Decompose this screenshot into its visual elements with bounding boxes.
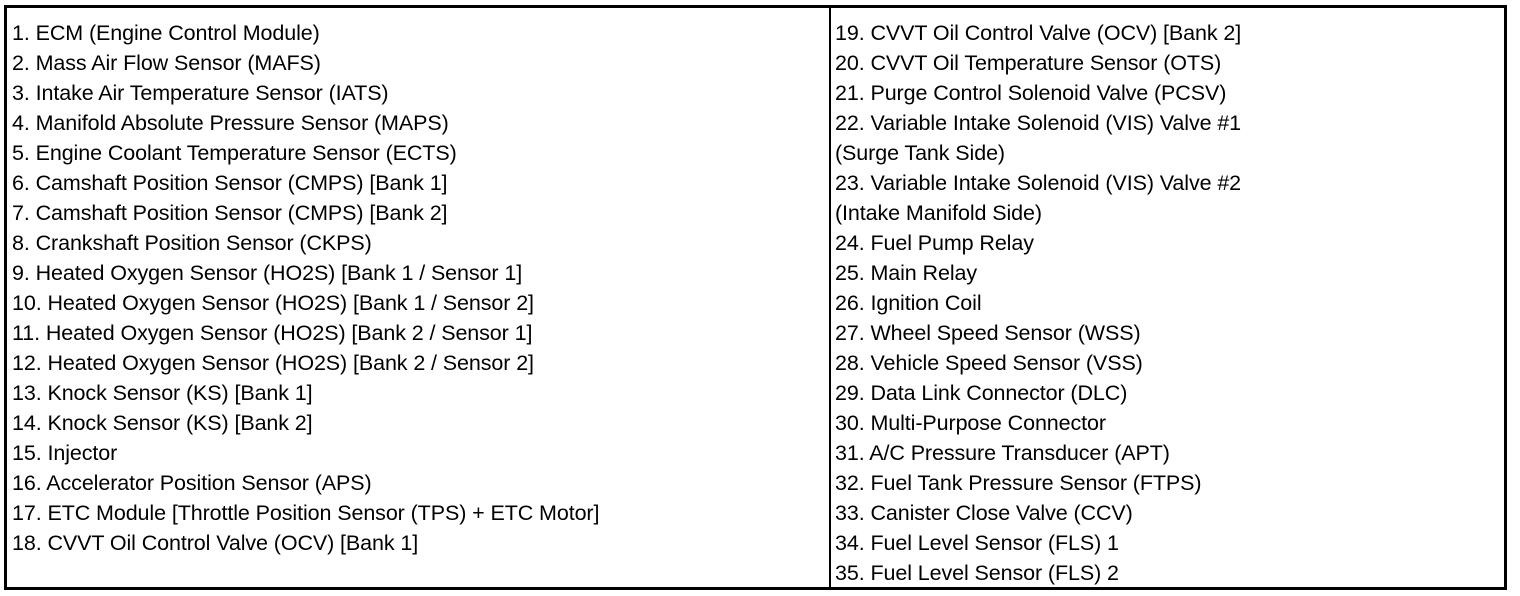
legend-item: 16. Accelerator Position Sensor (APS)	[12, 471, 372, 495]
legend-item: 29. Data Link Connector (DLC)	[835, 381, 1128, 405]
legend-item: 34. Fuel Level Sensor (FLS) 1	[835, 531, 1119, 555]
legend-item: 21. Purge Control Solenoid Valve (PCSV)	[835, 81, 1227, 105]
legend-item: 8. Crankshaft Position Sensor (CKPS)	[12, 231, 372, 255]
legend-item: 32. Fuel Tank Pressure Sensor (FTPS)	[835, 471, 1202, 495]
legend-item: 15. Injector	[12, 441, 118, 465]
legend-item: 26. Ignition Coil	[835, 291, 982, 315]
legend-item: 11. Heated Oxygen Sensor (HO2S) [Bank 2 …	[12, 321, 533, 345]
legend-item: 23. Variable Intake Solenoid (VIS) Valve…	[835, 171, 1242, 195]
legend-item: 6. Camshaft Position Sensor (CMPS) [Bank…	[12, 171, 448, 195]
legend-item: 1. ECM (Engine Control Module)	[12, 21, 320, 45]
right-column: 19. CVVT Oil Control Valve (OCV) [Bank 2…	[831, 8, 1504, 587]
legend-item: (Surge Tank Side)	[835, 141, 1005, 165]
legend-item: 12. Heated Oxygen Sensor (HO2S) [Bank 2 …	[12, 351, 534, 375]
legend-item: 2. Mass Air Flow Sensor (MAFS)	[12, 51, 321, 75]
legend-item: 5. Engine Coolant Temperature Sensor (EC…	[12, 141, 457, 165]
legend-item: 31. A/C Pressure Transducer (APT)	[835, 441, 1170, 465]
legend-item: 27. Wheel Speed Sensor (WSS)	[835, 321, 1141, 345]
legend-item: 18. CVVT Oil Control Valve (OCV) [Bank 1…	[12, 531, 419, 555]
legend-item: 30. Multi-Purpose Connector	[835, 411, 1106, 435]
legend-item: 17. ETC Module [Throttle Position Sensor…	[12, 501, 600, 525]
legend-item: 35. Fuel Level Sensor (FLS) 2	[835, 561, 1119, 585]
legend-item: 33. Canister Close Valve (CCV)	[835, 501, 1133, 525]
legend-item: 10. Heated Oxygen Sensor (HO2S) [Bank 1 …	[12, 291, 534, 315]
legend-item: (Intake Manifold Side)	[835, 201, 1042, 225]
legend-item: 19. CVVT Oil Control Valve (OCV) [Bank 2…	[835, 21, 1242, 45]
component-legend-table: 1. ECM (Engine Control Module) 2. Mass Ai…	[4, 5, 1507, 590]
legend-item: 13. Knock Sensor (KS) [Bank 1]	[12, 381, 313, 405]
legend-item: 4. Manifold Absolute Pressure Sensor (MA…	[12, 111, 449, 135]
legend-item: 9. Heated Oxygen Sensor (HO2S) [Bank 1 /…	[12, 261, 523, 285]
legend-item: 3. Intake Air Temperature Sensor (IATS)	[12, 81, 389, 105]
legend-item: 28. Vehicle Speed Sensor (VSS)	[835, 351, 1143, 375]
left-column: 1. ECM (Engine Control Module) 2. Mass Ai…	[7, 8, 831, 587]
legend-item: 14. Knock Sensor (KS) [Bank 2]	[12, 411, 313, 435]
legend-item: 20. CVVT Oil Temperature Sensor (OTS)	[835, 51, 1222, 75]
legend-item: 25. Main Relay	[835, 261, 978, 285]
legend-item: 22. Variable Intake Solenoid (VIS) Valve…	[835, 111, 1242, 135]
legend-item: 7. Camshaft Position Sensor (CMPS) [Bank…	[12, 201, 448, 225]
legend-item: 24. Fuel Pump Relay	[835, 231, 1034, 255]
